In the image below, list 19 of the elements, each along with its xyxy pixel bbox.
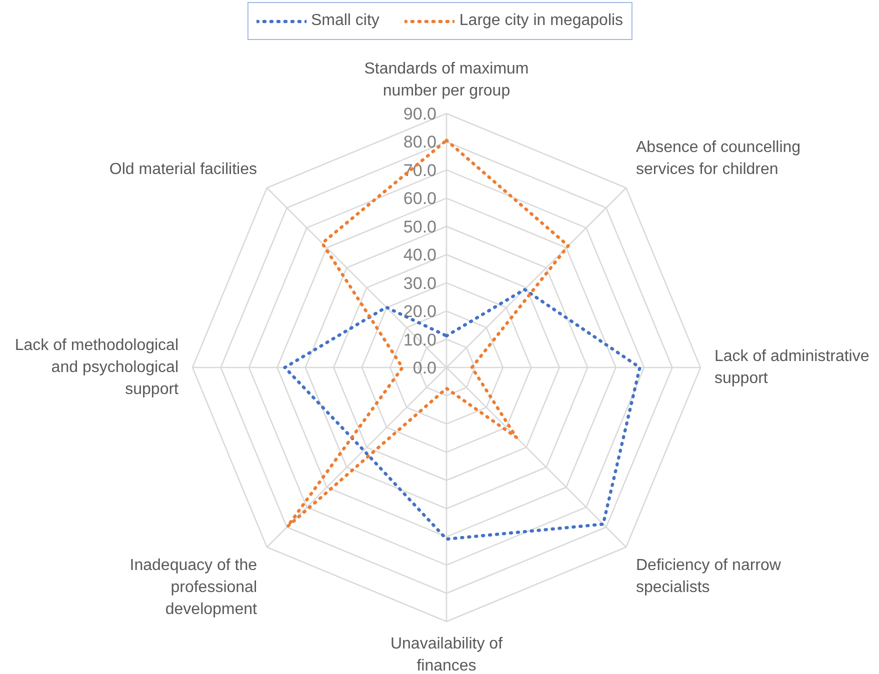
spoke-label: Lack of methodological and psychological support <box>14 337 180 398</box>
spoke-label: Standards of maximum number per group <box>364 60 529 100</box>
y-tick-label: 50.0 <box>403 217 437 236</box>
spoke-label: Old material facilities <box>109 160 258 178</box>
y-tick-label: 90.0 <box>403 104 437 124</box>
y-tick-label: 0.0 <box>412 358 437 378</box>
spoke-label: Absence of councelling services for children <box>636 138 801 178</box>
spoke-label: Inadequacy of the professional development <box>130 557 258 618</box>
y-tick-label: 40.0 <box>403 246 437 265</box>
y-tick-label: 60.0 <box>403 189 437 208</box>
spoke-label: Unavailability of finances <box>390 636 504 674</box>
y-tick-label: 80.0 <box>403 132 437 152</box>
y-tick-label: 30.0 <box>403 274 437 293</box>
y-tick-label: 20.0 <box>403 302 437 322</box>
spoke-label: Lack of administrative support <box>714 348 870 387</box>
legend-label: Large city in megapolis <box>459 12 624 30</box>
legend-label: Small city <box>310 12 380 30</box>
spoke-label: Deficiency of narrow specialists <box>636 557 782 596</box>
y-tick-label: 10.0 <box>403 330 437 350</box>
